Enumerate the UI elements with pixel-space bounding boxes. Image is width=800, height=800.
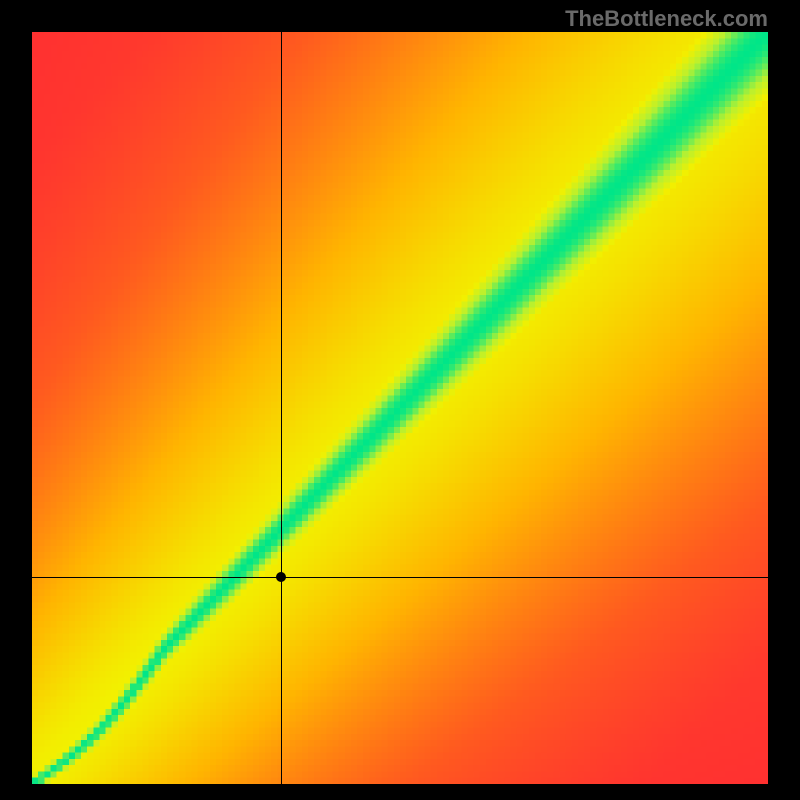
crosshair-vertical xyxy=(281,32,282,784)
heatmap-canvas xyxy=(32,32,768,784)
marker-dot xyxy=(276,572,286,582)
heatmap-chart xyxy=(32,32,768,784)
watermark-text: TheBottleneck.com xyxy=(565,6,768,32)
crosshair-horizontal xyxy=(32,577,768,578)
